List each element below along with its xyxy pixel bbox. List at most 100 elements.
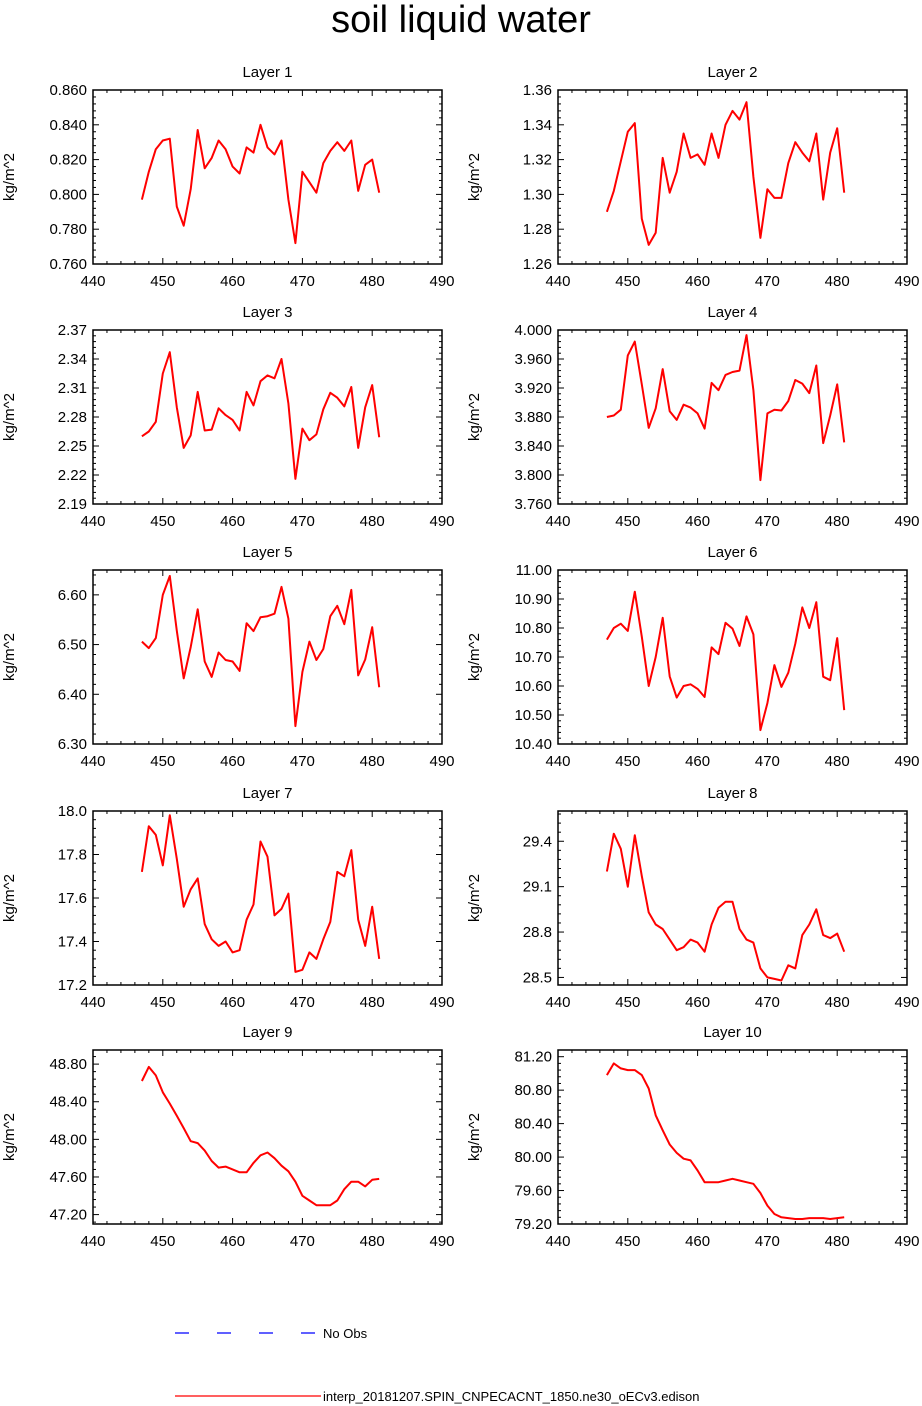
x-tick-label: 450 [150,1233,175,1250]
y-tick-label: 28.8 [523,924,552,941]
y-tick-label: 0.840 [49,117,87,134]
x-tick-label: 490 [429,513,454,530]
y-tick-label: 48.00 [49,1131,87,1148]
plot-frame [92,329,443,505]
y-tick-label: 2.22 [58,467,87,484]
y-tick-label: 80.00 [514,1149,552,1166]
plot-frame [92,569,443,745]
x-tick-label: 440 [545,1233,570,1250]
x-tick-label: 450 [615,753,640,770]
y-tick-label: 2.25 [58,438,87,455]
chart-panel-1: Layer 1 440 450 460 470 480 490 0.760 0.780 0.800… [1,64,455,290]
x-tick-label: 460 [685,1233,710,1250]
panel-title: Layer 8 [707,785,757,802]
x-tick-label: 450 [615,1233,640,1250]
legend-line-swatch [175,1395,321,1397]
y-tick-label: 3.840 [514,438,552,455]
series-line [605,101,846,246]
x-tick-label: 480 [360,273,385,290]
x-tick-label: 440 [545,513,570,530]
panel-title: Layer 10 [703,1024,761,1041]
plot-frame [92,1049,443,1225]
y-tick-label: 10.80 [514,620,552,637]
panel-title: Layer 7 [242,785,292,802]
x-tick-label: 460 [685,513,710,530]
x-tick-label: 440 [80,753,105,770]
y-tick-label: 1.32 [523,152,552,169]
x-tick-label: 490 [429,753,454,770]
chart-panel-9: Layer 9 440 450 460 470 480 490 47.20 47.60 48.00… [1,1024,455,1250]
y-tick-label: 17.2 [58,977,87,994]
y-tick-label: 10.50 [514,707,552,724]
x-tick-label: 480 [360,513,385,530]
y-tick-label: 2.34 [58,351,87,368]
x-tick-label: 490 [429,1233,454,1250]
plot-frame [92,89,443,265]
y-tick-label: 80.80 [514,1082,552,1099]
chart-panel-3: Layer 3 440 450 460 470 480 490 2.19 2.22 2.25 2.2… [1,304,455,530]
x-tick-label: 450 [150,513,175,530]
x-tick-label: 460 [685,753,710,770]
x-tick-label: 440 [80,1233,105,1250]
x-tick-label: 460 [220,513,245,530]
series-line [141,575,381,728]
panel-title: Layer 4 [707,304,757,321]
x-tick-label: 460 [685,273,710,290]
y-tick-label: 6.60 [58,587,87,604]
x-tick-label: 440 [80,273,105,290]
x-tick-label: 470 [755,273,780,290]
plot-frame [557,810,908,986]
x-tick-label: 490 [429,994,454,1011]
y-axis-label: kg/m^2 [1,874,18,922]
figure-title: soil liquid water [331,0,591,41]
panel-title: Layer 1 [242,64,292,81]
x-tick-label: 470 [755,1233,780,1250]
y-axis-label: kg/m^2 [1,1113,18,1161]
y-tick-label: 0.760 [49,256,87,273]
plot-frame [557,89,908,265]
chart-panel-10: Layer 10 440 450 460 470 480 490 79.20 79.60 80.0… [466,1024,920,1250]
panel-title: Layer 2 [707,64,757,81]
y-tick-label: 3.800 [514,467,552,484]
plot-frame [92,810,443,986]
x-tick-label: 460 [220,1233,245,1250]
x-tick-label: 450 [150,994,175,1011]
y-tick-label: 0.860 [49,82,87,99]
x-tick-label: 470 [290,994,315,1011]
x-tick-label: 480 [360,1233,385,1250]
x-tick-label: 470 [290,273,315,290]
y-tick-label: 79.60 [514,1183,552,1200]
y-tick-label: 17.4 [58,934,87,951]
x-tick-label: 450 [615,994,640,1011]
y-tick-label: 6.50 [58,637,87,654]
x-tick-label: 460 [685,994,710,1011]
x-tick-label: 480 [360,753,385,770]
x-tick-label: 470 [755,753,780,770]
y-tick-label: 81.20 [514,1049,552,1066]
x-tick-label: 460 [220,273,245,290]
y-tick-label: 0.820 [49,152,87,169]
y-tick-label: 79.20 [514,1216,552,1233]
x-tick-label: 470 [290,513,315,530]
y-tick-label: 11.00 [516,562,552,579]
x-tick-label: 440 [80,994,105,1011]
x-tick-label: 470 [290,1233,315,1250]
y-axis-label: kg/m^2 [466,1113,483,1161]
y-axis-label: kg/m^2 [1,153,18,201]
y-tick-label: 6.40 [58,686,87,703]
x-tick-label: 480 [825,753,850,770]
y-tick-label: 17.8 [58,847,87,864]
y-axis-label: kg/m^2 [1,393,18,441]
legend-entry-model: interp_20181207.SPIN_CNPECACNT_1850.ne30… [175,1387,700,1405]
x-tick-label: 450 [150,273,175,290]
y-tick-label: 0.800 [49,186,87,203]
y-axis-label: kg/m^2 [466,153,483,201]
plot-frame [557,329,908,505]
y-axis-label: kg/m^2 [1,633,18,681]
y-tick-label: 10.70 [514,649,552,666]
series-line [141,1065,380,1207]
x-tick-label: 490 [894,273,919,290]
y-tick-label: 1.28 [523,221,552,238]
x-tick-label: 440 [545,994,570,1011]
